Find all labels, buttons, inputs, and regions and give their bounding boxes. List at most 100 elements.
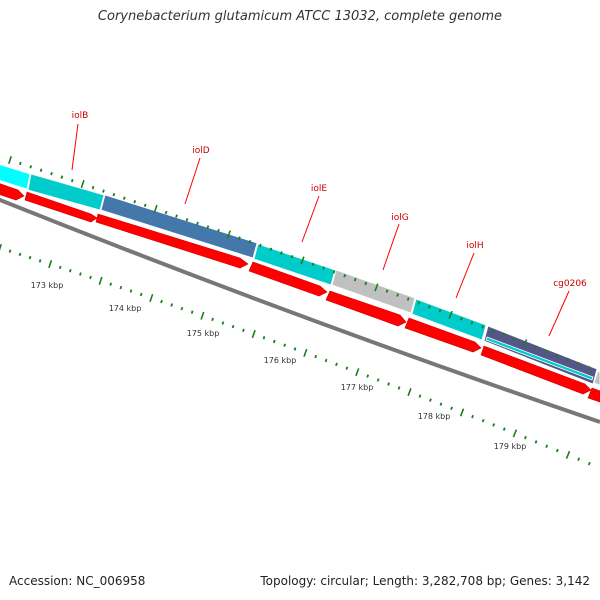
- minor-tick: [397, 386, 401, 390]
- minor-tick: [534, 345, 538, 349]
- cds-arrow[interactable]: [0, 182, 25, 201]
- minor-tick: [283, 343, 287, 347]
- map-title: Corynebacterium glutamicum ATCC 13032, c…: [97, 9, 503, 24]
- minor-tick: [577, 457, 581, 461]
- minor-tick: [122, 196, 126, 200]
- minor-tick: [376, 378, 380, 382]
- scale-labels: 173 kbp 174 kbp 175 kbp 176 kbp 177 kbp …: [31, 281, 527, 451]
- minor-tick: [185, 217, 189, 222]
- major-tick: [48, 260, 53, 269]
- gene-label-iolE[interactable]: iolE: [311, 184, 328, 194]
- gene-label-iolG[interactable]: iolG: [391, 213, 409, 223]
- minor-tick: [38, 259, 42, 263]
- minor-tick: [50, 171, 53, 176]
- major-tick: [149, 293, 154, 303]
- gene-label-cg0206[interactable]: cg0206: [553, 279, 587, 289]
- minor-tick: [8, 249, 12, 253]
- minor-tick: [231, 324, 235, 329]
- major-tick: [153, 204, 158, 213]
- scale-label: 178 kbp: [418, 412, 451, 421]
- cds-arrow[interactable]: [404, 317, 482, 353]
- minor-tick: [418, 394, 422, 398]
- minor-tick: [58, 265, 62, 270]
- minor-tick: [545, 349, 548, 354]
- scale-label: 173 kbp: [31, 281, 64, 290]
- major-tick: [8, 155, 12, 165]
- minor-tick: [206, 225, 210, 229]
- scale-label: 176 kbp: [264, 356, 297, 365]
- minor-tick: [139, 292, 143, 297]
- minor-tick: [353, 277, 357, 282]
- gene-label-line: [71, 123, 79, 171]
- minor-tick: [18, 252, 22, 257]
- minor-tick: [28, 255, 32, 260]
- cds-arrow[interactable]: [24, 191, 98, 223]
- gene-label-iolH[interactable]: iolH: [466, 241, 483, 251]
- gene-label-iolB[interactable]: iolB: [72, 111, 89, 121]
- minor-tick: [577, 361, 580, 366]
- scale-label: 177 kbp: [341, 383, 374, 392]
- cds-arrow[interactable]: [248, 261, 328, 297]
- major-tick: [226, 230, 231, 239]
- minor-tick: [68, 269, 72, 273]
- cds-arrow[interactable]: [480, 345, 592, 395]
- feature-block[interactable]: [331, 269, 416, 314]
- minor-tick: [102, 189, 105, 193]
- gene-label-line: [455, 252, 475, 299]
- minor-tick: [502, 333, 506, 337]
- minor-tick: [290, 254, 294, 259]
- feature-block[interactable]: [27, 173, 105, 211]
- minor-tick: [280, 251, 283, 255]
- minor-tick: [406, 297, 410, 301]
- feature-block[interactable]: [0, 163, 31, 190]
- minor-tick: [491, 329, 495, 333]
- gene-label-iolD[interactable]: iolD: [192, 146, 210, 156]
- feature-block[interactable]: [100, 194, 258, 259]
- minor-tick: [143, 203, 147, 208]
- minor-tick: [29, 165, 33, 169]
- minor-tick: [555, 353, 559, 358]
- major-tick: [565, 450, 571, 459]
- major-tick: [98, 276, 103, 285]
- feature-block[interactable]: [485, 336, 594, 381]
- cds-arrow[interactable]: [95, 213, 249, 269]
- major-tick: [374, 283, 379, 292]
- minor-tick: [262, 335, 266, 340]
- minor-tick: [524, 435, 527, 440]
- cds-arrow[interactable]: [587, 387, 600, 403]
- minor-tick: [513, 337, 516, 341]
- minor-tick: [242, 328, 245, 333]
- minor-tick: [119, 285, 123, 290]
- minor-tick: [196, 221, 199, 226]
- minor-tick: [160, 299, 163, 304]
- minor-tick: [396, 293, 399, 297]
- major-tick: [522, 339, 528, 348]
- feature-block[interactable]: [253, 243, 336, 286]
- minor-tick: [293, 347, 297, 351]
- minor-tick: [587, 366, 591, 370]
- minor-tick: [211, 317, 214, 322]
- minor-tick: [428, 305, 431, 309]
- major-tick: [80, 180, 85, 189]
- major-tick: [200, 311, 205, 320]
- cds-arrow[interactable]: [325, 290, 407, 327]
- accession-label: Accession: NC_006958: [9, 574, 146, 588]
- scale-tick-track: [0, 243, 591, 466]
- minor-tick: [492, 423, 496, 427]
- major-tick: [407, 388, 412, 397]
- minor-tick: [39, 168, 43, 172]
- feature-block[interactable]: [593, 370, 600, 386]
- major-tick: [303, 348, 308, 357]
- minor-tick: [438, 309, 442, 313]
- minor-tick: [217, 228, 220, 233]
- minor-tick: [555, 448, 559, 453]
- minor-tick: [471, 414, 474, 419]
- minor-tick: [364, 281, 368, 286]
- minor-tick: [450, 406, 453, 411]
- feature-block[interactable]: [411, 298, 487, 341]
- minor-tick: [79, 272, 82, 276]
- minor-tick: [545, 444, 549, 448]
- minor-tick: [481, 418, 485, 423]
- minor-tick: [429, 398, 432, 402]
